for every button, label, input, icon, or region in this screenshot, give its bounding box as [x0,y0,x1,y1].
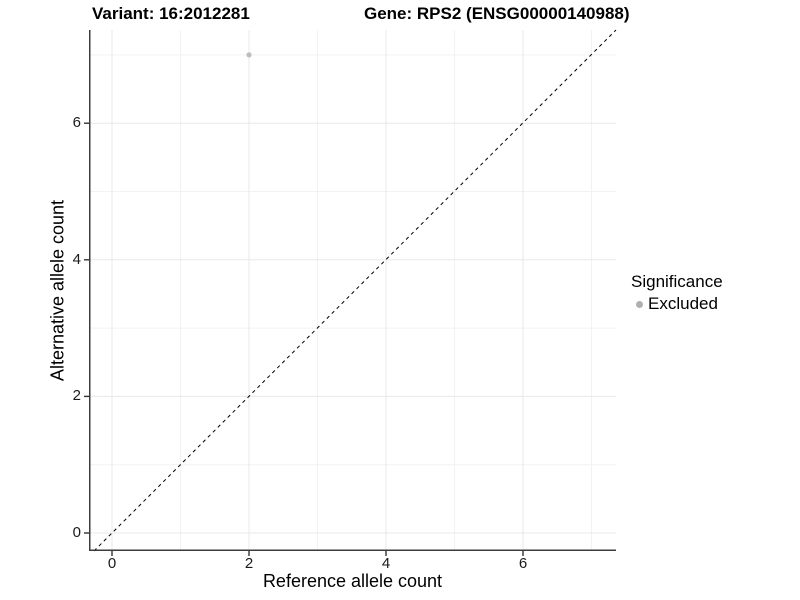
y-tick-label-0: 0 [72,524,81,541]
grid-minor [89,30,616,551]
identity-reference-line [93,29,617,552]
legend-title: Significance [631,272,723,291]
legend: Significance Excluded [631,272,796,314]
x-tick-marks [111,551,524,556]
data-point [246,52,252,58]
y-tick-label-4: 4 [72,251,81,268]
x-tick-label-0: 0 [107,555,117,572]
y-tick-marks [84,122,89,534]
excluded-point-icon [636,300,643,308]
plot-panel [84,29,617,556]
x-tick-label-6: 6 [518,555,528,572]
plot-title-variant: Variant: 16:2012281 [92,4,250,23]
y-tick-label-2: 2 [72,387,81,404]
x-tick-label-4: 4 [381,555,391,572]
x-axis-title: Reference allele count [262,571,443,591]
plot-title-gene: Gene: RPS2 (ENSG00000140988) [364,4,630,23]
grid-major [89,30,616,551]
y-tick-label-6: 6 [72,114,81,131]
x-tick-label-2: 2 [244,555,254,572]
legend-key [631,300,648,308]
y-axis-title: Alternative allele count [47,199,68,382]
legend-item-label: Excluded [648,294,718,313]
legend-item-excluded: Excluded [631,294,796,314]
